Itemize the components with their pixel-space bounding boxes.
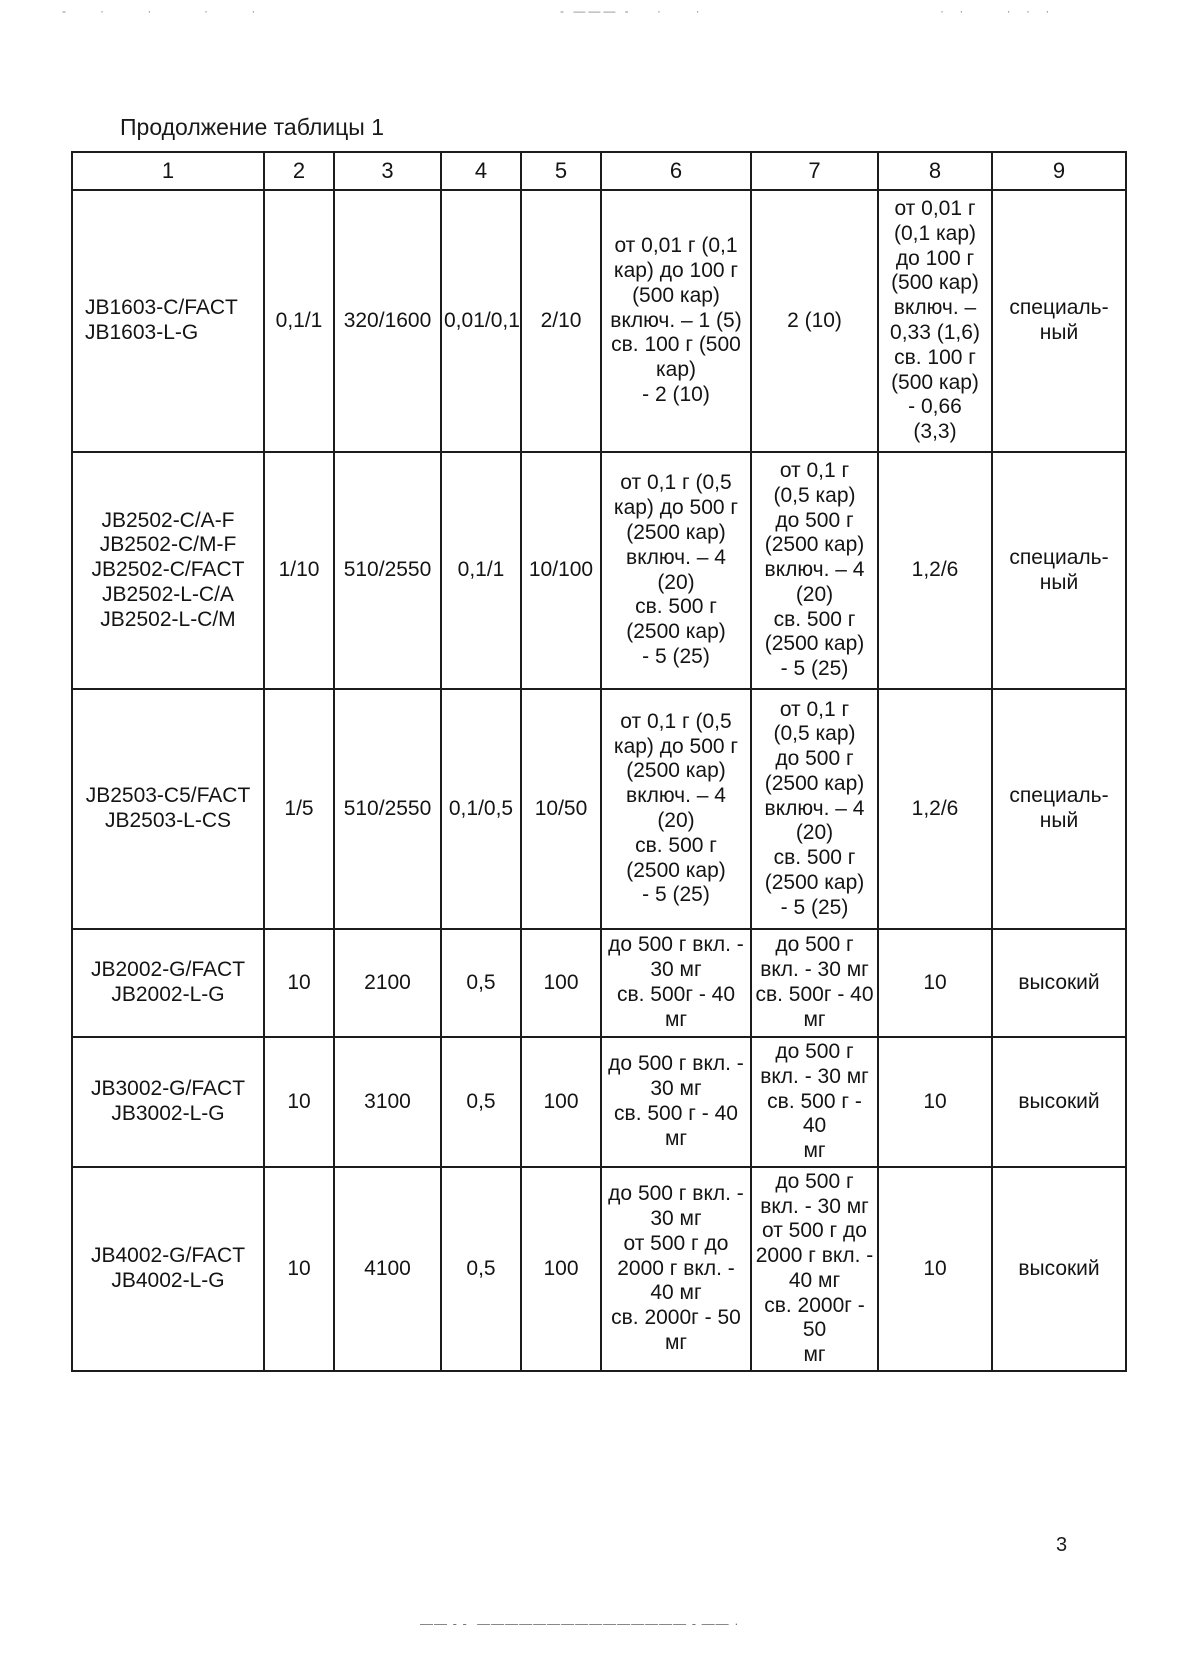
table-cell: 10/100 xyxy=(520,451,602,690)
table-cell: 2/10 xyxy=(520,189,602,453)
column-header: 5 xyxy=(520,151,602,191)
table-cell: 3100 xyxy=(333,1036,442,1168)
column-header: 1 xyxy=(71,151,265,191)
table-cell: от 0,1 г (0,5 кар) до 500 г (2500 кар) в… xyxy=(600,688,752,930)
table-cell: 1/5 xyxy=(263,688,335,930)
table-cell: 100 xyxy=(520,1165,602,1372)
scan-artifact-top-left: - · · · · xyxy=(62,4,262,18)
table-row: JB1603-C/FACT JB1603-L-G 0,1/1 320/1600 0,0… xyxy=(71,189,1127,453)
table-cell: 0,5 xyxy=(440,1165,522,1372)
table-cell: JB2502-C/A-F JB2502-C/M-F JB2502-C/FACT … xyxy=(71,451,265,690)
table-cell: 1,2/6 xyxy=(877,688,993,930)
table-cell: 10 xyxy=(877,928,993,1038)
table-cell: до 500 г вкл. - 30 мг от 500 г до 2000 г… xyxy=(750,1165,879,1372)
table-cell: 320/1600 xyxy=(333,189,442,453)
table-cell: 510/2550 xyxy=(333,451,442,690)
column-header: 4 xyxy=(440,151,522,191)
scan-artifact-top-right: · · · · · xyxy=(940,4,1056,18)
table-cell: 10 xyxy=(263,928,335,1038)
table-cell: высокий xyxy=(991,928,1127,1038)
table-cell: 1,2/6 xyxy=(877,451,993,690)
table-cell: до 500 г вкл. - 30 мг св. 500 г - 40 мг xyxy=(600,1036,752,1168)
table-cell: от 0,01 г (0,1 кар) до 100 г (500 кар) в… xyxy=(877,189,993,453)
table-cell: от 0,1 г (0,5 кар) до 500 г (2500 кар) в… xyxy=(750,451,879,690)
column-header: 6 xyxy=(600,151,752,191)
table-cell: 10 xyxy=(263,1165,335,1372)
table-cell: 10/50 xyxy=(520,688,602,930)
table-cell: до 500 г вкл. - 30 мг св. 500г - 40 мг xyxy=(750,928,879,1038)
column-header: 2 xyxy=(263,151,335,191)
table-cell: высокий xyxy=(991,1036,1127,1168)
table-cell: 0,1/1 xyxy=(440,451,522,690)
table-cell: 10 xyxy=(877,1165,993,1372)
table-cell: 4100 xyxy=(333,1165,442,1372)
table-cell: специаль- ный xyxy=(991,688,1127,930)
table-row: JB2002-G/FACT JB2002-L-G 10 2100 0,5 100 до 5… xyxy=(71,928,1127,1038)
table-cell: 0,1/1 xyxy=(263,189,335,453)
table-cell: 2100 xyxy=(333,928,442,1038)
table-title: Продолжение таблицы 1 xyxy=(120,114,385,140)
table-cell: JB4002-G/FACT JB4002-L-G xyxy=(71,1165,265,1372)
table-cell: JB1603-C/FACT JB1603-L-G xyxy=(71,189,265,453)
table-cell: 2 (10) xyxy=(750,189,879,453)
table-cell: 0,5 xyxy=(440,1036,522,1168)
table-cell: специаль- ный xyxy=(991,451,1127,690)
table-cell: 100 xyxy=(520,928,602,1038)
table-cell: до 500 г вкл. - 30 мг от 500 г до 2000 г… xyxy=(600,1165,752,1372)
table-row: JB2503-C5/FACT JB2503-L-CS 1/5 510/2550 0,1… xyxy=(71,688,1127,930)
table-cell: 510/2550 xyxy=(333,688,442,930)
table-cell: от 0,01 г (0,1 кар) до 100 г (500 кар) в… xyxy=(600,189,752,453)
table-cell: 10 xyxy=(877,1036,993,1168)
table-cell: JB2503-C5/FACT JB2503-L-CS xyxy=(71,688,265,930)
table-cell: 0,01/0,1 xyxy=(440,189,522,453)
table-cell: JB2002-G/FACT JB2002-L-G xyxy=(71,928,265,1038)
table-cell: высокий xyxy=(991,1165,1127,1372)
table-row: JB2502-C/A-F JB2502-C/M-F JB2502-C/FACT … xyxy=(71,451,1127,690)
scan-artifact-bottom: —— - - ——————————————— - —— · xyxy=(420,1616,740,1631)
table-cell: 1/10 xyxy=(263,451,335,690)
table-cell: до 500 г вкл. - 30 мг св. 500г - 40 мг xyxy=(600,928,752,1038)
table-cell: 0,5 xyxy=(440,928,522,1038)
table-cell: специаль- ный xyxy=(991,189,1127,453)
column-header: 7 xyxy=(750,151,879,191)
table-cell: до 500 г вкл. - 30 мг св. 500 г - 40 мг xyxy=(750,1036,879,1168)
table-cell: 10 xyxy=(263,1036,335,1168)
column-header: 9 xyxy=(991,151,1127,191)
column-header: 3 xyxy=(333,151,442,191)
table-body: JB1603-C/FACT JB1603-L-G 0,1/1 320/1600 0,0… xyxy=(71,189,1127,1372)
page-number: 3 xyxy=(1056,1534,1068,1556)
table-row: JB3002-G/FACT JB3002-L-G 10 3100 0,5 100 до 5… xyxy=(71,1036,1127,1168)
table-cell: 0,1/0,5 xyxy=(440,688,522,930)
table-cell: от 0,1 г (0,5 кар) до 500 г (2500 кар) в… xyxy=(600,451,752,690)
column-header: 8 xyxy=(877,151,993,191)
table-row: JB4002-G/FACT JB4002-L-G 10 4100 0,5 100 до 5… xyxy=(71,1165,1127,1372)
table-cell: 100 xyxy=(520,1036,602,1168)
table-cell: от 0,1 г (0,5 кар) до 500 г (2500 кар) в… xyxy=(750,688,879,930)
table-cell: JB3002-G/FACT JB3002-L-G xyxy=(71,1036,265,1168)
scan-artifact-top-mid: - ——— - · · xyxy=(560,4,703,18)
